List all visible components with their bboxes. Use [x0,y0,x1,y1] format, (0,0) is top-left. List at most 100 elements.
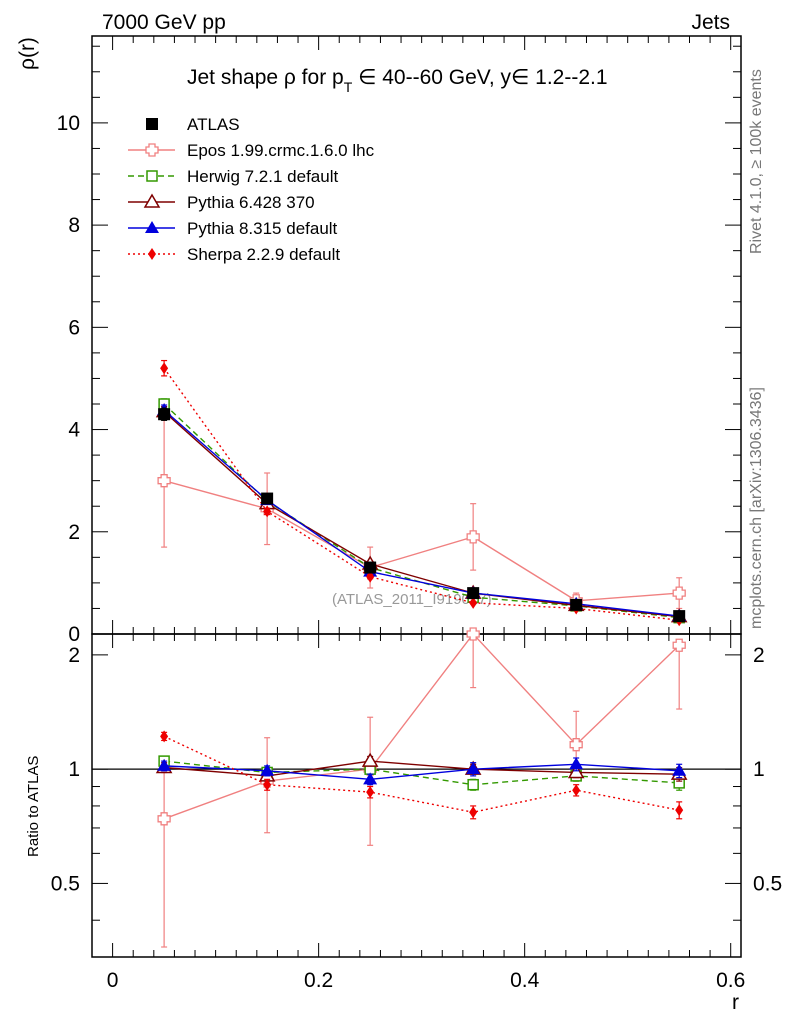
y-tick-label: 10 [57,112,80,135]
data-point [157,474,171,488]
data-point [570,598,583,611]
data-point [672,586,686,600]
ratio-y-axis-label: Ratio to ATLAS [25,756,42,857]
data-point [263,778,272,791]
data-point [364,561,377,574]
y-tick-label: 0 [68,623,80,646]
data-point [469,806,478,819]
data-point [160,362,169,375]
legend-entry: Herwig 7.2.1 default [128,167,338,186]
main-plot-title: Jet shape ρ for pT ∈ 40--60 GeV, y∈ 1.2-… [187,66,608,95]
series-line [163,403,680,619]
series-epos [157,413,686,610]
data-point [466,762,481,775]
ratio-panel: 0 0.2 0.4 0.6 0.5 0.5 1 1 2 2 [51,627,782,992]
y-tick-label-right: 2 [753,644,765,667]
title-part-b: ∈ 40--60 GeV, y∈ 1.2--2.1 [352,66,607,89]
data-point [157,812,171,826]
series-line [163,479,680,602]
title-part-a: Jet shape ρ for p [187,66,344,89]
series-pythia [157,757,687,786]
legend-entry: Pythia 6.428 370 [128,193,315,212]
x-tick-label: 0.6 [716,969,745,992]
data-point [572,784,581,797]
data-point [467,778,479,791]
legend: ATLAS Epos 1.99.crmc.1.6.0 lhc Herwig 7.2.… [128,115,375,264]
data-point [366,570,375,583]
legend-marker [145,143,159,157]
series-line [163,632,680,820]
data-point [157,758,172,771]
data-point [672,638,686,652]
data-point [469,596,478,609]
legend-entry: Pythia 8.315 default [128,219,338,238]
series-pythia [155,752,688,782]
legend-marker [143,193,161,208]
legend-label: Sherpa 2.2.9 default [187,245,340,264]
legend-label: Herwig 7.2.1 default [187,167,338,186]
data-point [569,738,583,752]
y-tick-label: 2 [68,521,80,544]
legend-marker [146,118,158,130]
data-point [263,505,272,518]
y-tick-label: 4 [68,419,80,442]
header-right-label: Jets [691,11,730,34]
legend-label: ATLAS [187,115,240,134]
x-axis-label: r [732,991,739,1014]
series-line [163,411,680,618]
series-line [164,760,680,786]
data-point [261,492,274,505]
data-point [366,786,375,799]
series-line [163,367,680,621]
series-line [163,409,680,617]
data-point [467,587,480,600]
header-left-label: 7000 GeV pp [102,11,226,34]
analysis-watermark: (ATLAS_2011_I919017) [332,591,492,608]
data-point [361,752,379,767]
y-tick-label-right: 0.5 [753,872,782,895]
data-point [673,610,686,623]
data-point [363,772,378,785]
y-tick-label: 0.5 [51,872,80,895]
legend-marker [145,221,159,233]
legend-marker [146,170,158,182]
data-point [675,804,684,817]
data-point [260,763,275,776]
data-point [672,763,687,776]
y-tick-label-right: 1 [753,758,765,781]
data-point [160,730,169,743]
data-point [567,763,585,779]
legend-entry: Sherpa 2.2.9 default [128,245,340,264]
x-tick-label: 0.2 [304,969,333,992]
series-line [164,763,680,781]
series-sherpa [160,730,684,820]
legend-marker [148,248,156,260]
main-panel: 0 2 4 6 8 10 [57,35,742,646]
legend-entry: ATLAS [146,115,240,134]
series-sherpa [160,359,684,627]
series-epos [157,627,686,948]
y-tick-label: 2 [68,644,80,667]
legend-label: Pythia 8.315 default [187,219,338,238]
data-point [466,627,480,641]
data-point [569,757,584,770]
x-tick-label: 0 [107,969,119,992]
data-point [158,408,171,421]
series-atlas [158,407,686,623]
y-tick-label: 6 [68,316,80,339]
x-tick-label: 0.4 [510,969,540,992]
series-pythia [157,403,687,622]
data-point [466,530,480,544]
legend-label: Epos 1.99.crmc.1.6.0 lhc [187,141,375,160]
y-tick-label: 8 [68,214,80,237]
main-y-axis-label: ρ(r) [16,37,39,70]
y-tick-label: 1 [68,758,80,781]
rivet-version-label: Rivet 4.1.0, ≥ 100k events [748,69,765,254]
ratio-frame [91,633,742,958]
title-subscript: T [344,79,353,95]
series-line [164,760,680,777]
legend-entry: Epos 1.99.crmc.1.6.0 lhc [128,141,375,160]
mcplots-label: mcplots.cern.ch [arXiv:1306.3436] [748,387,765,629]
legend-label: Pythia 6.428 370 [187,193,315,212]
